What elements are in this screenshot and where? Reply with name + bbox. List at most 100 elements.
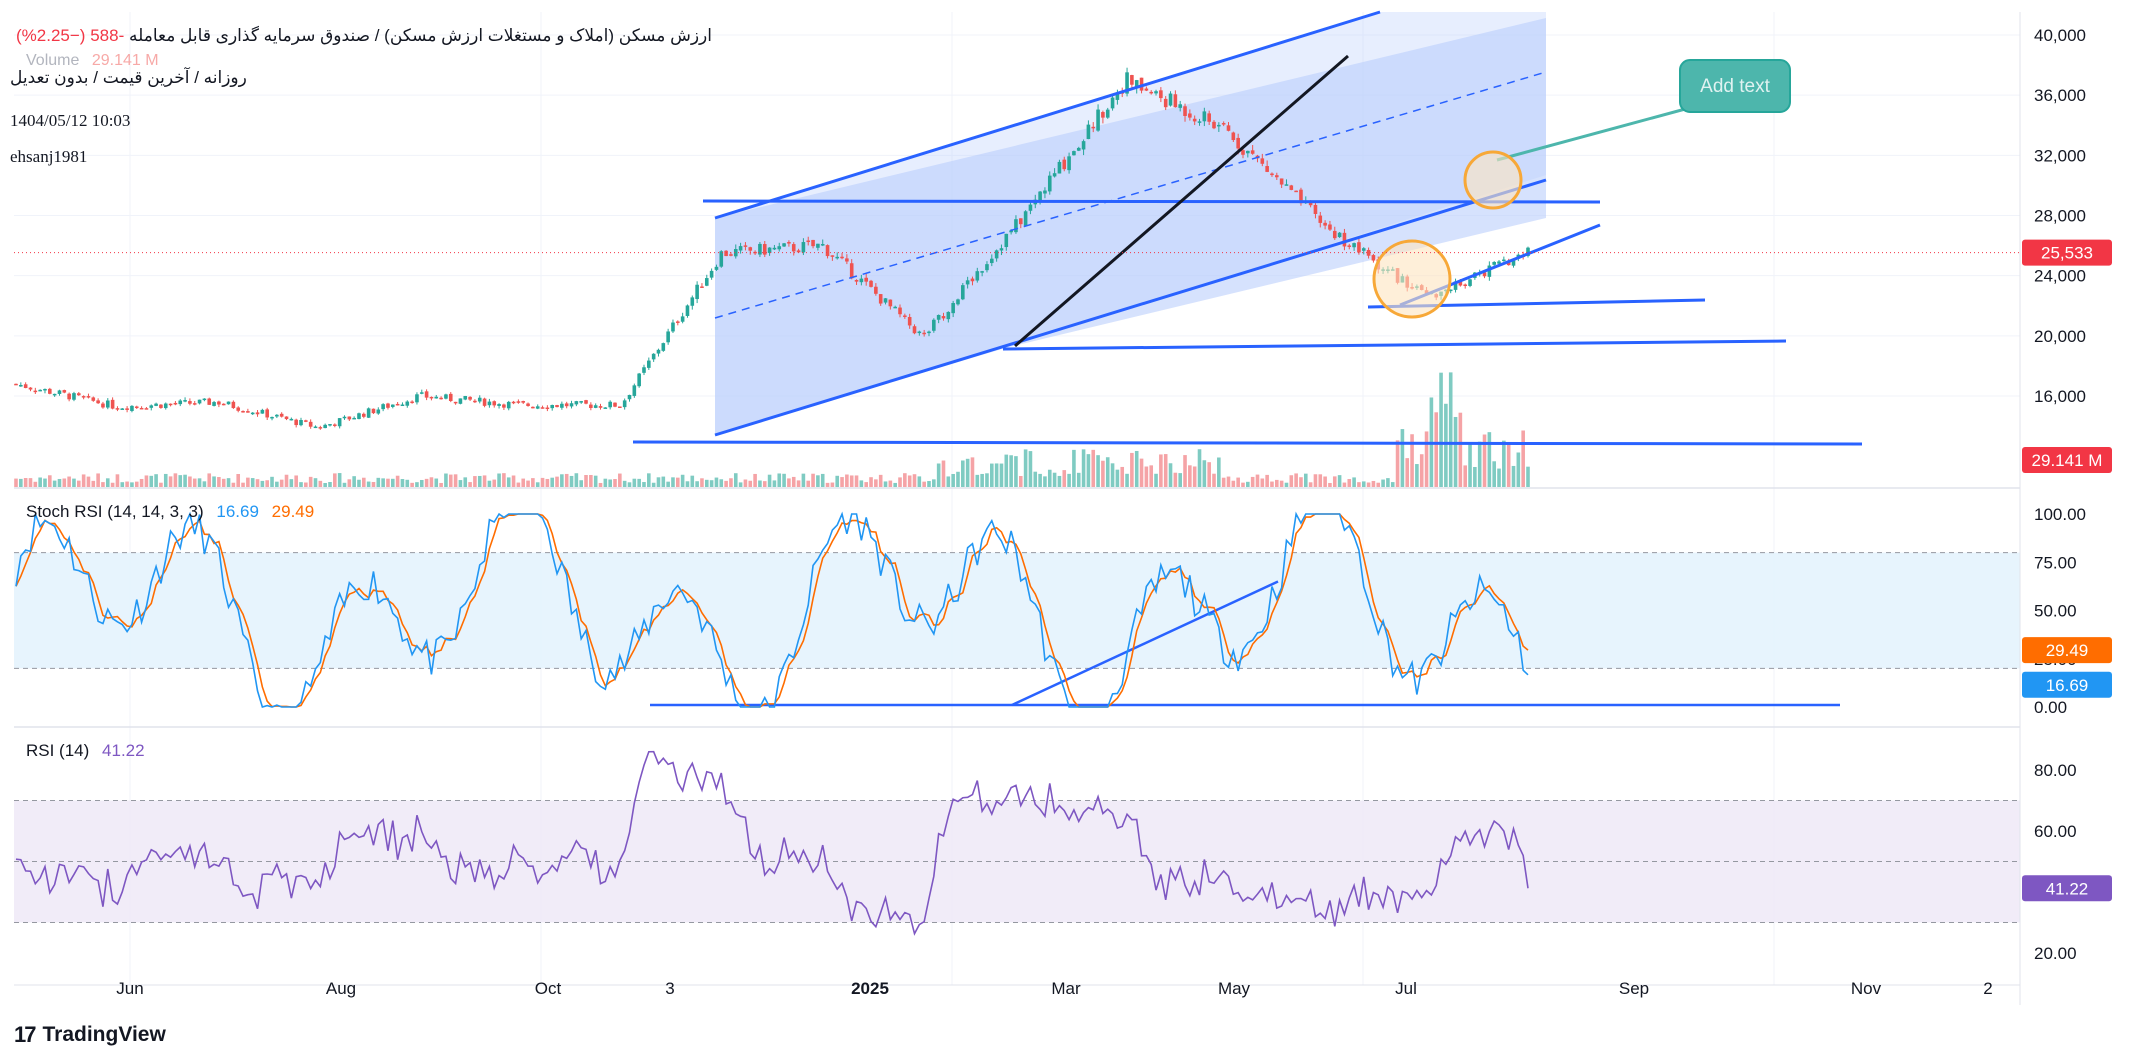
- volume-bar: [202, 481, 207, 487]
- volume-bar: [212, 476, 216, 487]
- volume-bar: [1076, 472, 1081, 487]
- candle-body: [777, 246, 782, 250]
- volume-bar: [304, 482, 308, 487]
- candle-body: [661, 343, 666, 351]
- candle-body: [603, 407, 608, 409]
- candle-body: [284, 416, 289, 420]
- candle-body: [1453, 281, 1458, 290]
- stoch-tick-label: 0.00: [2034, 698, 2067, 717]
- volume-bar: [86, 476, 91, 487]
- volume-bar: [550, 477, 555, 487]
- candle-body: [516, 401, 521, 403]
- candle-body: [526, 403, 530, 407]
- candle-body: [787, 242, 791, 244]
- volume-bar: [149, 475, 154, 487]
- candle-body: [1197, 121, 1202, 123]
- volume-bar: [656, 477, 661, 487]
- candle-body: [632, 385, 637, 396]
- volume-bar: [313, 478, 318, 487]
- volume-bar: [743, 479, 748, 487]
- volume-bar: [419, 479, 424, 487]
- candle-body: [236, 407, 241, 411]
- candle-body: [1144, 88, 1149, 91]
- volume-bar: [400, 479, 405, 487]
- volume-bar: [791, 476, 796, 487]
- volume-bar: [1105, 457, 1110, 487]
- rsi-legend[interactable]: RSI (14) 41.22: [26, 741, 145, 761]
- candle-body: [791, 244, 796, 252]
- candle-body: [1067, 156, 1071, 171]
- rsi-name: RSI (14): [26, 741, 90, 760]
- candle-body: [62, 390, 67, 393]
- time-tick-label: Nov: [1851, 979, 1882, 998]
- volume-bar: [932, 479, 936, 487]
- candle-body: [328, 424, 332, 426]
- candle-body: [352, 417, 356, 420]
- volume-bar: [125, 481, 129, 487]
- candle-body: [381, 404, 385, 410]
- volume-badge-bg: [2022, 447, 2112, 473]
- tradingview-brand[interactable]: 17 TradingView: [14, 1022, 166, 1048]
- volume-bar: [1366, 482, 1371, 487]
- volume-bar: [840, 477, 844, 487]
- volume-bar: [767, 474, 772, 487]
- tradingview-logo-icon: 17: [14, 1022, 37, 1047]
- candle-body: [400, 404, 405, 407]
- candle-body: [695, 284, 699, 300]
- volume-bar: [386, 478, 390, 487]
- time-tick-label: Jul: [1395, 979, 1417, 998]
- candle-body: [52, 393, 57, 396]
- candle-body: [221, 403, 226, 406]
- time-tick-label: 3: [665, 979, 674, 998]
- volume-bar: [1308, 482, 1313, 487]
- highlight-circle: [1463, 150, 1523, 210]
- volume-bar: [516, 482, 521, 487]
- volume-bar: [1468, 443, 1472, 487]
- volume-bar: [1415, 464, 1419, 487]
- volume-bar: [989, 463, 994, 487]
- stoch-d-badge-bg: [2022, 637, 2112, 664]
- candle-body: [395, 403, 400, 406]
- volume-bar: [782, 473, 786, 487]
- volume-bar: [1149, 465, 1154, 487]
- indicator-band-fills: [14, 552, 2020, 923]
- candle-body: [569, 403, 574, 407]
- volume-bar: [540, 477, 545, 487]
- volume-bar: [970, 457, 975, 487]
- volume-bar: [579, 480, 583, 487]
- candle-body: [1246, 150, 1250, 154]
- candle-body: [463, 395, 468, 400]
- volume-bar: [43, 478, 47, 487]
- candle-body: [1487, 265, 1492, 277]
- candle-body: [1294, 190, 1298, 193]
- candle-body: [1299, 189, 1303, 204]
- trend-lines[interactable]: [632, 10, 1863, 446]
- candle-body: [313, 426, 318, 429]
- volume-bar: [429, 477, 434, 487]
- volume-bar: [163, 473, 168, 487]
- candle-body: [1139, 77, 1144, 91]
- candle-body: [888, 299, 893, 307]
- volume-bar: [144, 475, 149, 487]
- candle-body: [845, 258, 849, 262]
- volume-bar: [564, 473, 569, 487]
- symbol-title[interactable]: ارزش مسکن (املاک و مستغلات ارزش مسکن) / …: [128, 26, 712, 45]
- candle-body: [424, 391, 429, 398]
- candle-body: [772, 247, 777, 250]
- volume-bar: [197, 478, 202, 487]
- volume-bar: [526, 480, 530, 487]
- candle-body: [666, 331, 670, 343]
- volume-bar: [820, 473, 825, 487]
- volume-bar: [1241, 482, 1245, 487]
- volume-bar: [246, 477, 250, 487]
- volume-bar: [477, 475, 482, 487]
- stoch-rsi-legend[interactable]: Stoch RSI (14, 14, 3, 3) 16.69 29.49: [26, 502, 314, 522]
- volume-bar: [956, 471, 960, 487]
- volume-bar: [1376, 482, 1381, 487]
- volume-bar: [101, 482, 105, 487]
- candle-body: [159, 404, 163, 408]
- candle-body: [1318, 215, 1323, 223]
- candle-body: [1130, 75, 1134, 85]
- volume-bar: [67, 476, 71, 487]
